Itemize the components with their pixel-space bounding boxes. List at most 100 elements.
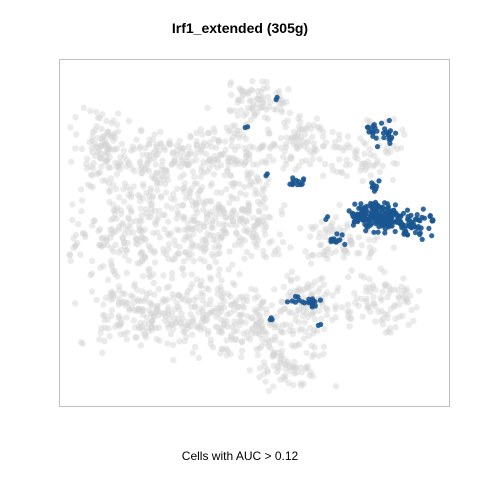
background-cell-point: [185, 254, 192, 261]
background-cell-point: [143, 161, 150, 169]
background-cell-point: [285, 292, 292, 299]
background-cell-point: [158, 166, 166, 173]
background-cell-point: [128, 147, 135, 154]
background-cell-point: [320, 128, 327, 136]
background-cell-point: [97, 155, 105, 162]
background-cell-point: [230, 180, 237, 187]
background-cell-point: [215, 205, 222, 213]
background-cell-point: [287, 152, 295, 160]
background-cell-point: [106, 198, 113, 206]
background-cell-point: [184, 153, 191, 161]
background-cell-point: [139, 273, 147, 280]
background-cell-point: [207, 231, 214, 239]
background-cell-point: [189, 225, 196, 232]
highlighted-cell-point: [350, 213, 356, 219]
background-cell-point: [294, 306, 301, 314]
background-cell-point: [187, 148, 194, 156]
background-cell-point: [395, 301, 403, 308]
background-cell-point: [251, 112, 258, 120]
background-cell-point: [344, 141, 352, 148]
background-cell-point: [121, 243, 128, 250]
background-cell-point: [220, 321, 227, 329]
background-cell-point: [122, 246, 130, 254]
background-cell-point: [230, 207, 237, 214]
background-cell-point: [103, 237, 110, 244]
background-cell-point: [154, 302, 161, 310]
background-cell-point: [138, 238, 145, 245]
background-cell-point: [314, 327, 321, 334]
background-cell-point: [244, 175, 251, 182]
background-cell-point: [347, 238, 354, 245]
background-cell-point: [133, 334, 140, 341]
background-cell-point: [185, 161, 192, 168]
background-cell-point: [210, 161, 217, 168]
background-cell-point: [107, 234, 115, 241]
background-cell-point: [79, 230, 87, 237]
background-cell-point: [259, 94, 267, 101]
background-cell-point: [278, 207, 285, 214]
background-cell-point: [335, 284, 342, 291]
background-cell-point: [318, 315, 325, 322]
background-cell-point: [346, 237, 353, 244]
background-cell-point: [143, 314, 151, 321]
background-cell-point: [160, 211, 167, 219]
background-cell-point: [240, 161, 248, 169]
background-cell-point: [227, 350, 234, 358]
background-cell-point: [269, 157, 277, 164]
background-cell-point: [104, 316, 112, 323]
background-cell-point: [107, 290, 114, 297]
background-cell-point: [115, 283, 123, 290]
background-cell-point: [167, 321, 175, 328]
background-cell-point: [180, 160, 187, 167]
background-cell-point: [216, 242, 223, 249]
background-cell-point: [270, 362, 278, 370]
background-cell-point: [244, 89, 252, 96]
background-cell-point: [143, 324, 151, 331]
background-cell-point: [176, 292, 183, 299]
background-cell-point: [153, 307, 160, 314]
background-cell-point: [208, 198, 215, 205]
background-cell-point: [69, 216, 76, 224]
background-cell-point: [199, 142, 206, 149]
background-cell-point: [215, 138, 222, 146]
background-cell-point: [229, 195, 236, 202]
background-cell-point: [218, 189, 225, 196]
highlighted-cell-point: [380, 222, 386, 228]
highlighted-cell-point: [421, 215, 428, 221]
background-cell-point: [281, 119, 288, 126]
background-cell-point: [106, 186, 113, 194]
background-cell-point: [304, 145, 311, 153]
background-cell-point: [173, 142, 180, 149]
background-cell-point: [323, 311, 331, 319]
background-cell-point: [160, 173, 167, 180]
background-cell-point: [170, 190, 177, 198]
background-cell-point: [254, 109, 261, 116]
background-cell-point: [206, 264, 213, 271]
background-cell-point: [89, 128, 97, 136]
background-cell-point: [186, 189, 194, 197]
background-cell-point: [307, 149, 314, 156]
background-cell-point: [334, 168, 341, 175]
background-cell-point: [271, 349, 278, 357]
background-cell-point: [87, 271, 94, 279]
background-cell-point: [255, 217, 263, 224]
background-cell-point: [156, 180, 164, 187]
background-cell-point: [108, 134, 115, 141]
background-cell-point: [174, 315, 181, 322]
background-cell-point: [404, 299, 412, 306]
background-cell-point: [150, 313, 157, 320]
background-cell-point: [146, 136, 153, 143]
background-cell-point: [153, 308, 160, 316]
background-cell-point: [155, 286, 162, 293]
background-cell-point: [305, 285, 312, 292]
background-cell-point: [255, 216, 262, 223]
background-cell-point: [113, 164, 120, 171]
background-cell-point: [293, 144, 300, 151]
background-cell-point: [327, 222, 334, 230]
background-cell-point: [151, 175, 158, 182]
background-cell-point: [208, 180, 216, 187]
background-cell-point: [151, 259, 159, 266]
background-cell-point: [222, 214, 229, 221]
background-cell-point: [177, 320, 184, 327]
